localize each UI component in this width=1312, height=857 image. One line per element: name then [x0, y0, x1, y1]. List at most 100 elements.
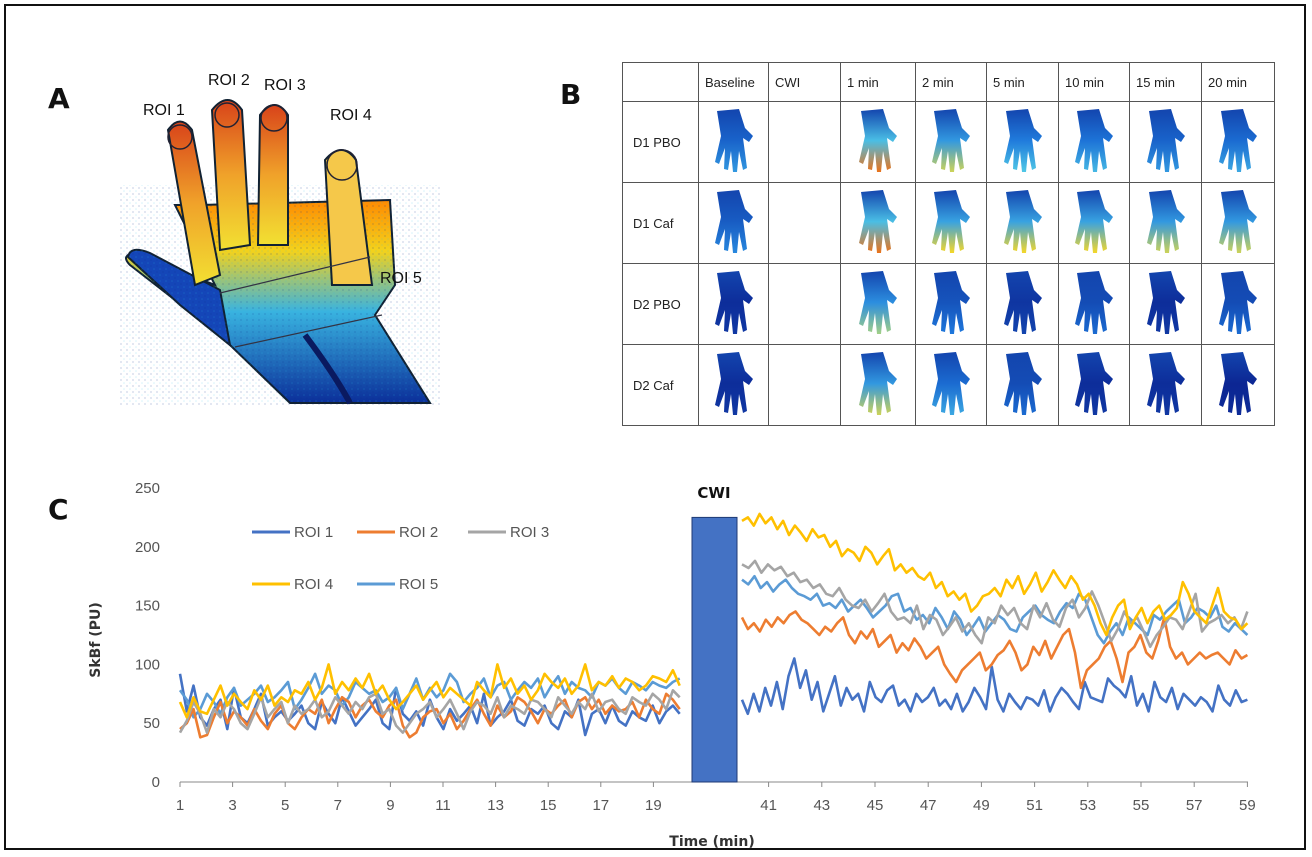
grid-cell: [768, 344, 841, 426]
series-line-roi-4-post: [741, 512, 1249, 637]
grid-cell: [1058, 344, 1130, 426]
roi-label-2: ROI 2: [208, 72, 250, 89]
series-line-roi-3-pre: [178, 689, 681, 734]
grid-cell: [1058, 263, 1130, 345]
grid-row: D2 Caf: [622, 344, 1275, 426]
hand-thumbnail: [1003, 351, 1042, 415]
x-tick-label: 1: [176, 797, 184, 814]
hand-thumbnail: [1219, 189, 1257, 253]
hand-thumbnail: [1075, 351, 1113, 415]
x-tick-label: 49: [973, 797, 990, 814]
grid-cell: [1058, 182, 1130, 264]
x-tick-label: 9: [386, 797, 394, 814]
legend-label: ROI 3: [510, 524, 549, 541]
roi-2-circle: [214, 102, 240, 128]
x-tick-label: 17: [592, 797, 609, 814]
hand-thumbnail: [859, 351, 897, 415]
hand-thumbnail: [932, 108, 970, 172]
roi-label-1: ROI 1: [143, 102, 185, 119]
x-tick-label: 57: [1186, 797, 1203, 814]
grid-cell: [768, 182, 841, 264]
hand-thumbnail: [932, 189, 970, 253]
legend-label: ROI 1: [294, 524, 333, 541]
legend-label: ROI 2: [399, 524, 438, 541]
roi-label-5: ROI 5: [380, 270, 422, 287]
x-tick-label: 53: [1079, 797, 1096, 814]
grid-cell: [1201, 344, 1275, 426]
series-line-roi-4-pre: [178, 663, 681, 719]
x-tick-label: 47: [920, 797, 937, 814]
series-line-roi-3-post: [741, 559, 1249, 649]
grid-cell: [1201, 182, 1275, 264]
roi-label-4: ROI 4: [330, 107, 372, 124]
grid-cell: [915, 263, 987, 345]
hand-thumbnail: [1219, 270, 1257, 334]
roi-label-3: ROI 3: [264, 77, 306, 94]
hand-thumbnail: [1075, 270, 1113, 334]
grid-cell: [698, 101, 769, 183]
hand-thumbnail: [714, 108, 753, 172]
hand-thumbnail: [1146, 270, 1185, 334]
chart-series: [178, 512, 1249, 739]
cwi-label: CWI: [697, 484, 730, 502]
y-tick-label: 250: [135, 480, 160, 497]
grid-row: D1 PBO: [622, 101, 1275, 183]
grid-cell: [840, 182, 916, 264]
x-tick-label: 19: [645, 797, 662, 814]
grid-cell: [1129, 182, 1202, 264]
x-tick-label: 51: [1026, 797, 1043, 814]
hand-thumbnail: [1219, 351, 1257, 415]
x-tick-label: 45: [867, 797, 884, 814]
grid-cell: [915, 344, 987, 426]
hand-thumbnail: [1219, 108, 1257, 172]
finger-2: [210, 99, 252, 252]
grid-cell: [698, 344, 769, 426]
grid-row-label: D1 PBO: [622, 101, 699, 183]
grid-cell: [986, 263, 1059, 345]
hand-thumbnail: [1003, 189, 1042, 253]
chart-legend: ROI 1 ROI 2 ROI 3 ROI 4 ROI 5: [252, 524, 549, 593]
x-tick-label: 15: [540, 797, 557, 814]
hand-thumbnail: [859, 189, 897, 253]
hand-thumbnail: [1146, 351, 1185, 415]
hand-thumbnail: [1146, 189, 1185, 253]
panel-letter-a: A: [48, 82, 70, 115]
y-tick-label: 150: [135, 598, 160, 615]
hand-thumbnail: [859, 108, 897, 172]
x-tick-label: 5: [281, 797, 289, 814]
hand-thumbnail: [1146, 108, 1185, 172]
x-tick-label: 43: [813, 797, 830, 814]
hand-thumbnail: [714, 351, 753, 415]
legend-label: ROI 5: [399, 576, 438, 593]
grid-cell: [986, 344, 1059, 426]
hand-thumbnail: [714, 270, 753, 334]
grid-cell: [698, 182, 769, 264]
x-tick-label: 11: [435, 797, 451, 814]
cwi-bar: [691, 516, 738, 783]
y-tick-label: 100: [135, 656, 160, 673]
hand-thumbnail: [714, 189, 753, 253]
grid-cell: [1201, 101, 1275, 183]
grid-header-baseline: Baseline: [698, 62, 769, 102]
grid-cell: [698, 263, 769, 345]
panel-letter-c: C: [48, 493, 69, 526]
grid-header-cwi: CWI: [768, 62, 841, 102]
hand-thumbnail: [1003, 108, 1042, 172]
series-line-roi-5-pre: [178, 672, 681, 719]
x-tick-label: 59: [1239, 797, 1256, 814]
grid-header-10min: 10 min: [1058, 62, 1130, 102]
panel-letter-b: B: [560, 78, 582, 111]
grid-cell: [1129, 101, 1202, 183]
grid-cell: [840, 263, 916, 345]
grid-cell: [986, 182, 1059, 264]
grid-cell: [840, 101, 916, 183]
x-tick-label: 3: [228, 797, 236, 814]
grid-cell: [1129, 344, 1202, 426]
hand-thumbnail: [1075, 108, 1113, 172]
y-tick-label: 200: [135, 539, 160, 556]
x-tick-label: 41: [760, 797, 777, 814]
hand-thumbnail: [1003, 270, 1042, 334]
roi-5-band: [219, 256, 383, 348]
grid-cell: [915, 182, 987, 264]
